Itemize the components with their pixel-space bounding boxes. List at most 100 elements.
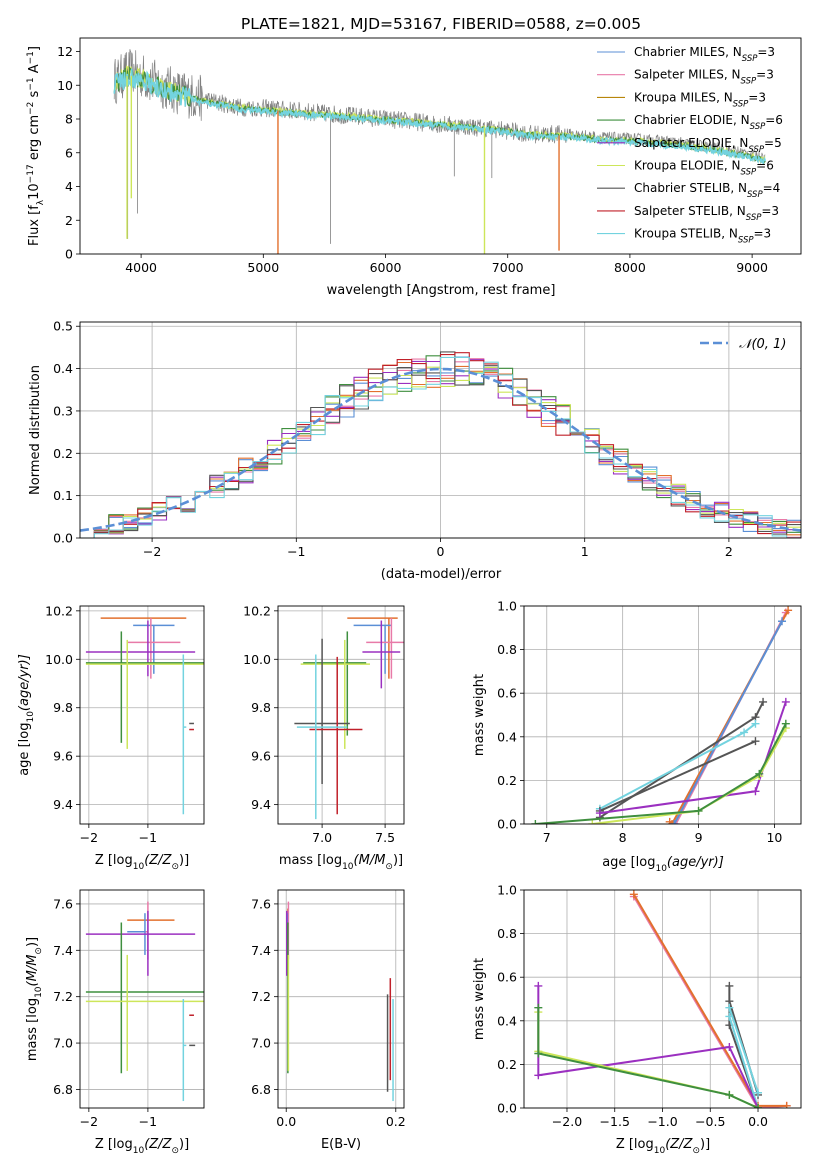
x-axis-label: E(B-V) [321, 1137, 361, 1152]
y-axis-label: mass weight [472, 958, 487, 1040]
plot-area [85, 617, 204, 815]
weight-point-marker [534, 981, 543, 990]
weight-point-marker [755, 769, 764, 778]
x-axis-label-part: Z [log [95, 1137, 133, 1152]
legend-n: , N [732, 136, 749, 150]
legend-nssp: =3 [754, 227, 772, 241]
legend-ssp-sub: SSP [741, 77, 757, 87]
legend-ssp-sub: SSP [747, 190, 763, 200]
y-tick-label: 0.8 [497, 926, 517, 941]
legend-name: Chabrier ELODIE [634, 113, 733, 127]
legend-n: , N [716, 90, 733, 104]
weight-point-marker [751, 787, 760, 796]
gridlines [524, 605, 801, 825]
axes-frame [523, 605, 802, 825]
weight-series-line [537, 1007, 759, 1108]
weight-point-marker [725, 981, 734, 990]
y-tick-label: 7.6 [251, 896, 271, 911]
y-tick-label: 7.2 [251, 989, 271, 1004]
y-axis-label-part: mass [log [25, 998, 40, 1061]
ticks: −2.0 −1.5 −1.0 −0.5 0.0 0.0 0.2 0.4 0.6 0.8 1.0 [497, 883, 768, 1130]
x-axis-label-part: (age/yr)] [667, 855, 724, 870]
y-tick-label: 0.4 [497, 1013, 517, 1028]
legend-name: Chabrier MILES [634, 45, 725, 59]
gaussian-curve [80, 367, 801, 532]
y-tick-label: 9.4 [251, 797, 271, 812]
y-tick-label: 9.6 [53, 749, 73, 764]
plot-area [113, 49, 767, 254]
legend-n: , N [724, 159, 741, 173]
legend-label: Chabrier MILES, NSSP=3 [634, 45, 775, 64]
x-axis-label: age [log10(age/yr)] [602, 855, 724, 874]
x-tick-label: −0.5 [695, 1114, 725, 1129]
weight-point-marker [629, 890, 638, 899]
x-tick-label: 7.5 [375, 830, 395, 845]
ticks: −2 −1 6.8 7.0 7.2 7.4 7.6 [53, 896, 157, 1129]
weight-series-line [673, 620, 783, 824]
x-axis-label-part: ⊙ [385, 862, 393, 872]
y-axis-label-part: −1 [26, 77, 36, 90]
errorbar-point [85, 922, 204, 1074]
plot-area [294, 617, 404, 820]
model-spectrum-line [113, 68, 767, 165]
y-axis-label-part: −2 [26, 102, 36, 115]
x-tick-label: 7 [543, 830, 551, 845]
legend-label: Salpeter STELIB, NSSP=3 [634, 204, 779, 223]
y-axis-label-part: A [27, 64, 42, 77]
plot-area [534, 890, 791, 1108]
axes-residuals: −2 −1 0 1 2 0.0 0.1 0.2 0.3 0.4 0.5 𝒩(0, 1) (data-mo… [28, 319, 802, 582]
legend-nssp: =5 [764, 136, 782, 150]
axes-weight-vs-Z: −2.0 −1.5 −1.0 −0.5 0.0 0.0 0.2 0.4 0.6 0.8 1.0 Z [… [472, 883, 802, 1156]
errorbar-point [366, 618, 404, 679]
axes-spectrum: 4000 5000 6000 7000 8000 9000 0 2 4 6 8 10 12 Chabrie… [26, 37, 802, 298]
y-tick-label: 9.8 [53, 700, 73, 715]
weight-point-marker [781, 719, 790, 728]
x-axis-label-part: ⊙ [171, 1146, 179, 1156]
errorbar-point [127, 618, 181, 679]
x-axis-label-part: 10 [133, 862, 145, 872]
y-axis-label: mass [log10(M/M⊙)] [25, 937, 44, 1061]
errorbar-point [309, 656, 363, 815]
legend-label: Kroupa MILES, NSSP=3 [634, 90, 766, 109]
y-axis-label: mass weight [472, 674, 487, 756]
y-tick-label: 4 [65, 179, 73, 194]
weight-point-marker [784, 606, 793, 615]
y-axis-label-part: (age/yr)] [17, 654, 32, 711]
axes-age-vs-Z: −2 −19.49.69.810.010.2Z [log10(Z/Z⊙)]age … [17, 603, 205, 872]
y-tick-label: 0.1 [53, 488, 73, 503]
y-tick-label: 0.5 [53, 319, 73, 334]
x-axis-label-part: )] [179, 1137, 189, 1152]
y-tick-label: 10.2 [243, 603, 271, 618]
y-tick-label: 7.4 [251, 943, 271, 958]
weight-point-marker [754, 1088, 763, 1097]
weight-point-marker [781, 697, 790, 706]
legend-n: , N [725, 45, 742, 59]
y-axis-label-part: age [log [17, 723, 32, 776]
x-axis-label-part: )] [700, 1137, 710, 1152]
legend-name: Salpeter ELODIE [634, 136, 732, 150]
x-tick-label: 6000 [370, 260, 402, 275]
legend-ssp-sub: SSP [741, 168, 757, 178]
weight-point-marker [725, 1042, 734, 1051]
y-tick-label: 8 [65, 112, 73, 127]
ticks: 7.0 7.5 9.4 9.6 9.8 10.0 10.2 [243, 603, 395, 845]
y-tick-label: 10 [57, 78, 73, 93]
y-axis-label-part: 10 [27, 183, 42, 200]
y-axis-label-part: 10 [34, 986, 44, 998]
y-tick-label: 10.2 [45, 603, 73, 618]
weight-point-marker [588, 820, 597, 824]
legend-ssp-sub: SSP [742, 54, 758, 64]
weight-point-marker [531, 820, 540, 824]
y-tick-label: 0.0 [497, 1101, 517, 1116]
weight-point-marker [782, 1101, 791, 1108]
errorbar-point [347, 617, 398, 679]
weight-point-marker [534, 1003, 543, 1012]
errorbar-point [85, 954, 204, 1071]
y-tick-label: 7.4 [53, 943, 73, 958]
errorbar-point [85, 910, 196, 976]
weight-point-marker [667, 820, 676, 824]
errorbar-point [85, 620, 196, 677]
y-axis-label: Flux [fλ10−17 erg cm−2 s−1 A−1] [26, 46, 46, 246]
x-axis-label-part: )] [393, 853, 403, 868]
